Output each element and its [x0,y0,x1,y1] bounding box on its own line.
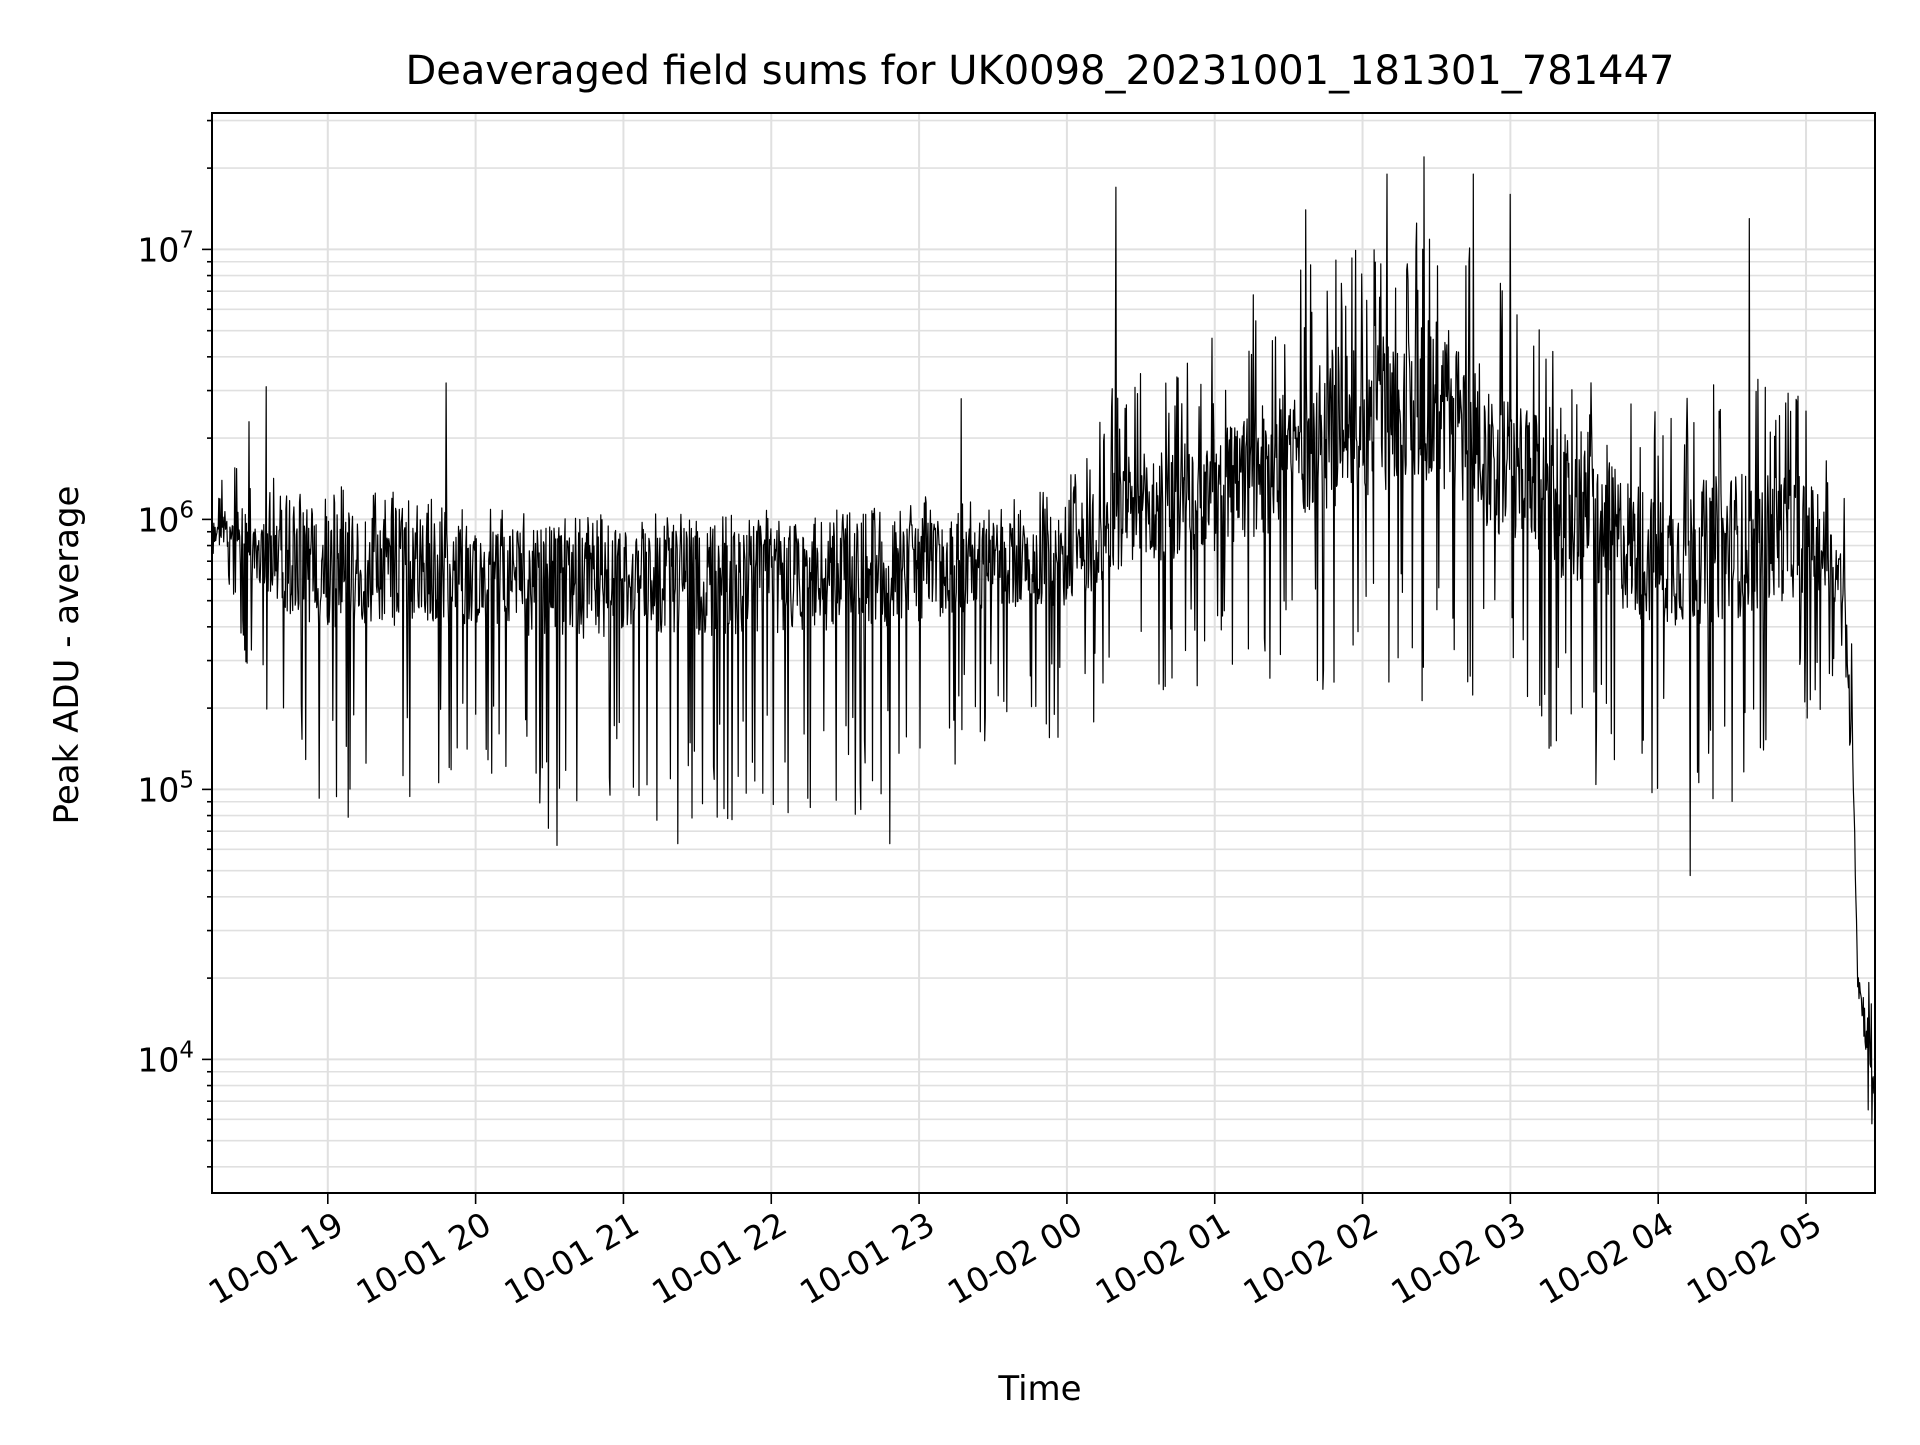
y-tick-label: 106 [137,497,194,539]
y-tick-label: 104 [137,1037,194,1079]
y-tick-label: 107 [137,227,194,269]
series-line [211,156,1876,1148]
y-tick-label: 105 [137,767,194,809]
series-layer [211,156,1876,1148]
y-axis-label: Peak ADU - average [47,486,87,825]
plot-frame [211,112,1876,1194]
grid [212,113,1875,1193]
chart-title: Deaveraged field sums for UK0098_2023100… [405,48,1674,94]
x-axis-label: Time [997,1369,1081,1409]
